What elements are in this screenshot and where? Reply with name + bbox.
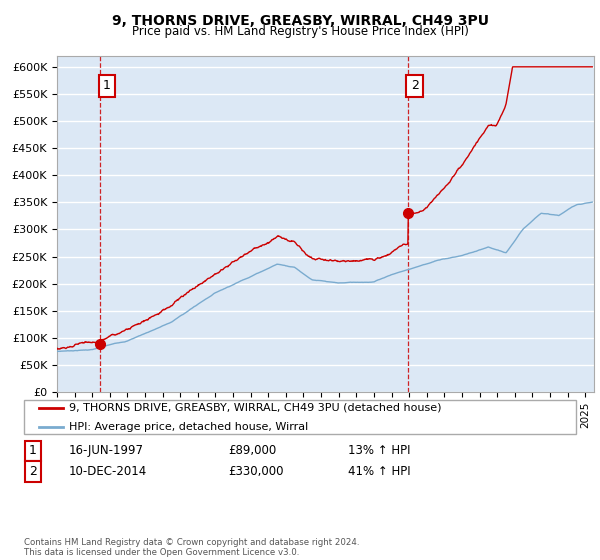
Text: 13% ↑ HPI: 13% ↑ HPI — [348, 444, 410, 458]
Text: £330,000: £330,000 — [228, 465, 284, 478]
Text: 9, THORNS DRIVE, GREASBY, WIRRAL, CH49 3PU: 9, THORNS DRIVE, GREASBY, WIRRAL, CH49 3… — [112, 14, 488, 28]
Text: 9, THORNS DRIVE, GREASBY, WIRRAL, CH49 3PU (detached house): 9, THORNS DRIVE, GREASBY, WIRRAL, CH49 3… — [69, 403, 442, 413]
Text: 2: 2 — [411, 80, 419, 92]
Text: 16-JUN-1997: 16-JUN-1997 — [69, 444, 144, 458]
Text: 1: 1 — [103, 80, 111, 92]
Text: HPI: Average price, detached house, Wirral: HPI: Average price, detached house, Wirr… — [69, 422, 308, 432]
Text: 2: 2 — [29, 465, 37, 478]
Text: 10-DEC-2014: 10-DEC-2014 — [69, 465, 147, 478]
Text: 1: 1 — [29, 444, 37, 458]
Text: £89,000: £89,000 — [228, 444, 276, 458]
Text: Price paid vs. HM Land Registry's House Price Index (HPI): Price paid vs. HM Land Registry's House … — [131, 25, 469, 38]
Text: Contains HM Land Registry data © Crown copyright and database right 2024.
This d: Contains HM Land Registry data © Crown c… — [24, 538, 359, 557]
Text: 41% ↑ HPI: 41% ↑ HPI — [348, 465, 410, 478]
